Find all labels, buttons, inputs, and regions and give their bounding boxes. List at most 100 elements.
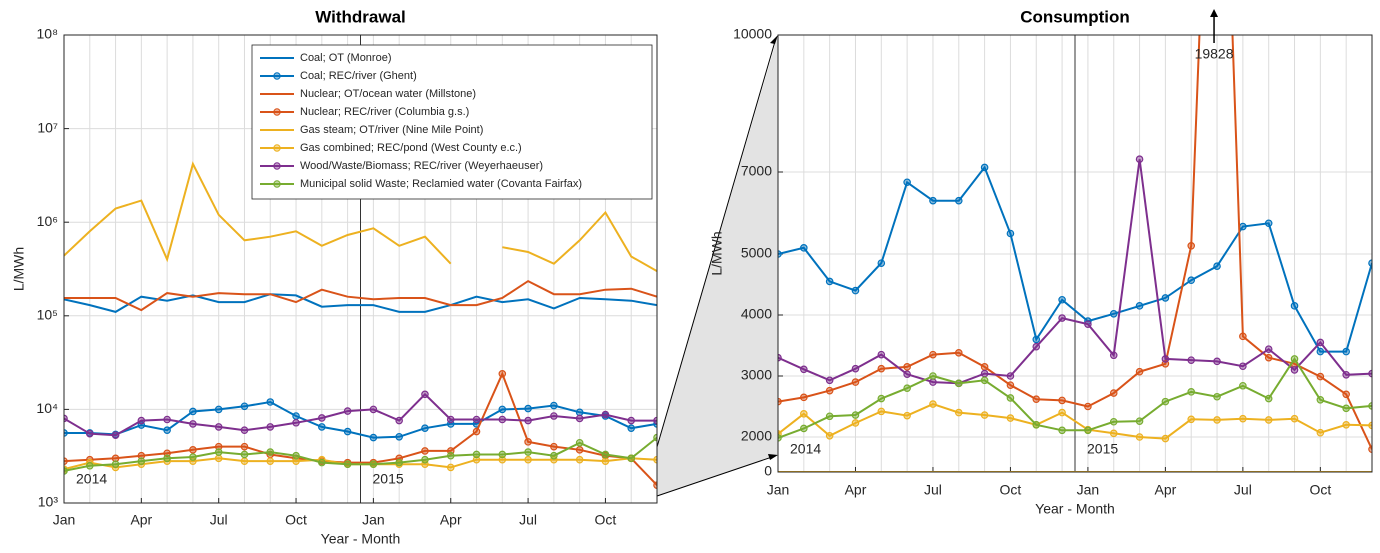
data-point xyxy=(369,405,378,414)
y-tick-label: 10⁴ xyxy=(36,400,58,416)
data-point xyxy=(903,178,911,187)
data-point xyxy=(1187,356,1196,364)
data-point xyxy=(421,455,429,464)
data-point xyxy=(1213,262,1221,271)
data-point xyxy=(266,457,275,465)
data-point xyxy=(240,442,249,451)
series-line xyxy=(64,293,657,313)
data-point xyxy=(954,379,963,388)
data-point xyxy=(1239,222,1247,231)
data-point xyxy=(929,400,937,408)
data-point xyxy=(472,455,481,464)
data-point xyxy=(1032,335,1041,344)
data-point xyxy=(472,450,481,459)
series-line xyxy=(778,159,1372,385)
x-tick-label: Apr xyxy=(130,512,152,528)
data-point xyxy=(800,410,808,418)
data-point xyxy=(240,457,249,465)
data-point xyxy=(1290,366,1299,374)
data-point xyxy=(980,369,989,378)
data-point xyxy=(369,433,378,442)
data-point xyxy=(980,163,989,172)
data-point xyxy=(825,412,834,421)
data-point xyxy=(1342,420,1350,429)
data-point xyxy=(877,407,886,416)
data-point xyxy=(929,196,937,205)
data-point xyxy=(318,414,326,422)
x-tick-label: Apr xyxy=(845,482,867,498)
data-point xyxy=(1135,302,1144,310)
y-tick-label: 10⁷ xyxy=(37,119,58,135)
data-point xyxy=(1006,394,1015,402)
data-point xyxy=(137,416,146,425)
data-point xyxy=(929,350,937,359)
data-point xyxy=(524,438,532,446)
data-point xyxy=(163,449,171,458)
y-tick-label: 10⁵ xyxy=(37,307,58,323)
data-point xyxy=(189,453,197,461)
zoom-connector xyxy=(657,35,778,496)
data-point xyxy=(601,450,610,459)
data-point xyxy=(1264,353,1273,362)
data-point xyxy=(472,415,481,424)
data-point xyxy=(1213,357,1221,366)
data-point xyxy=(498,455,507,464)
y-axis-label: L/MWh xyxy=(11,247,27,291)
data-point xyxy=(1032,342,1041,351)
data-point xyxy=(1368,445,1372,454)
data-point xyxy=(1006,372,1015,380)
data-point xyxy=(1161,294,1170,302)
data-point xyxy=(851,364,860,373)
zoom-line xyxy=(656,37,777,448)
data-point xyxy=(137,457,146,465)
legend-label: Municipal solid Waste; Reclamied water (… xyxy=(300,178,582,190)
y-tick-label: 0 xyxy=(764,463,772,479)
x-tick-label: Oct xyxy=(285,512,307,528)
y-tick-label: 3000 xyxy=(741,367,772,383)
data-point xyxy=(421,447,429,455)
data-point xyxy=(214,442,223,451)
data-point xyxy=(1368,259,1372,267)
data-point xyxy=(877,364,886,373)
legend-marker xyxy=(273,144,281,152)
data-point xyxy=(954,349,963,357)
data-point xyxy=(85,429,94,438)
data-point xyxy=(1316,428,1325,437)
x-axis-label: Year - Month xyxy=(1035,501,1115,517)
legend-label: Coal; REC/river (Ghent) xyxy=(300,70,417,82)
data-point xyxy=(1084,402,1092,411)
legend-label: Nuclear; REC/river (Columbia g.s.) xyxy=(300,106,469,118)
arrow-head xyxy=(770,35,778,44)
data-point xyxy=(214,423,223,431)
legend-marker xyxy=(273,162,281,170)
data-point xyxy=(1368,369,1372,378)
data-point xyxy=(877,350,886,359)
data-point xyxy=(1161,355,1170,363)
data-point xyxy=(929,378,937,386)
legend-label: Wood/Waste/Biomass; REC/river (Weyerhaeu… xyxy=(300,160,543,172)
data-point xyxy=(292,412,300,420)
year-label: 2014 xyxy=(76,471,107,487)
data-point xyxy=(800,424,808,433)
data-point xyxy=(111,460,120,468)
data-point xyxy=(800,393,808,402)
data-point xyxy=(64,457,68,465)
data-point xyxy=(627,454,636,463)
data-point xyxy=(550,412,558,420)
data-point xyxy=(1058,314,1066,322)
data-point xyxy=(1342,347,1350,356)
series-line xyxy=(778,165,1372,353)
data-point xyxy=(266,448,275,456)
legend-label: Gas steam; OT/river (Nine Mile Point) xyxy=(300,124,483,136)
data-point xyxy=(575,446,584,454)
data-point xyxy=(1290,355,1299,363)
data-point xyxy=(524,455,532,464)
data-point xyxy=(800,244,808,252)
data-point xyxy=(825,386,834,395)
data-point xyxy=(163,454,171,463)
x-tick-label: Jul xyxy=(924,482,942,498)
data-point xyxy=(903,384,911,393)
off-scale-label: 19828 xyxy=(1195,46,1234,62)
data-point xyxy=(980,411,989,419)
data-point xyxy=(498,450,507,459)
